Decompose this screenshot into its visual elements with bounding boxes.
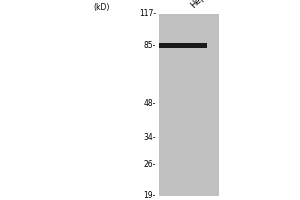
- Text: 48-: 48-: [144, 99, 156, 108]
- Text: (kD): (kD): [93, 3, 110, 12]
- Text: 85-: 85-: [144, 41, 156, 50]
- Text: 19-: 19-: [144, 192, 156, 200]
- Text: 117-: 117-: [139, 9, 156, 19]
- Text: HepG2: HepG2: [189, 0, 216, 10]
- Text: 26-: 26-: [144, 160, 156, 169]
- Bar: [159, 43, 207, 48]
- Text: 34-: 34-: [143, 133, 156, 142]
- Bar: [159, 14, 219, 196]
